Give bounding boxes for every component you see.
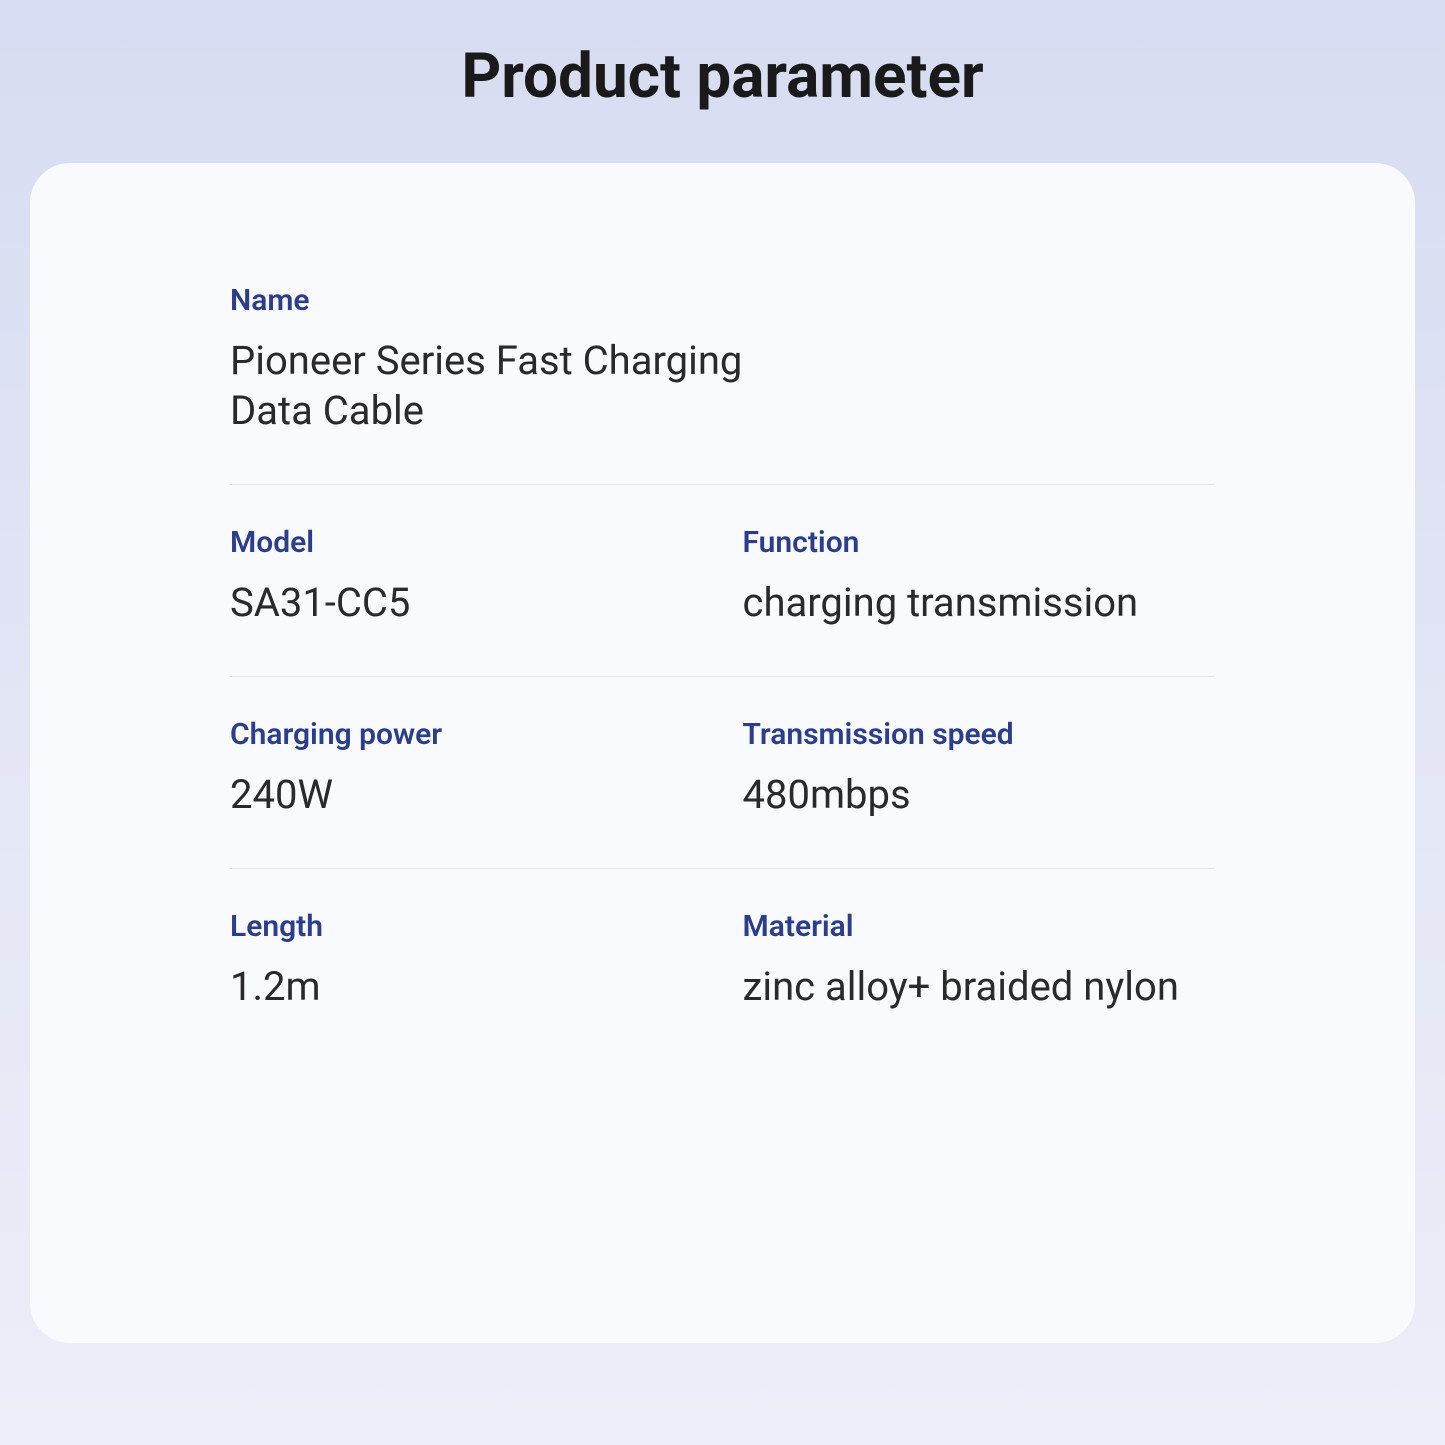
spec-card: Name Pioneer Series Fast Charging Data C… [30, 163, 1415, 1343]
label-name: Name [230, 283, 1215, 318]
value-model: SA31-CC5 [230, 578, 703, 628]
value-material: zinc alloy+ braided nylon [743, 962, 1216, 1012]
spec-row: Charging power 240W Transmission speed 4… [230, 717, 1215, 820]
value-charging-power: 240W [230, 770, 703, 820]
page-title: Product parameter [30, 40, 1415, 113]
field-model: Model SA31-CC5 [230, 525, 703, 628]
section-length-material: Length 1.2m Material zinc alloy+ braided… [230, 869, 1215, 1060]
section-model-function: Model SA31-CC5 Function charging transmi… [230, 485, 1215, 676]
label-model: Model [230, 525, 703, 560]
field-charging-power: Charging power 240W [230, 717, 703, 820]
label-transmission-speed: Transmission speed [743, 717, 1216, 752]
field-length: Length 1.2m [230, 909, 703, 1012]
field-material: Material zinc alloy+ braided nylon [743, 909, 1216, 1012]
field-transmission-speed: Transmission speed 480mbps [743, 717, 1216, 820]
field-function: Function charging transmission [743, 525, 1216, 628]
value-name: Pioneer Series Fast Charging Data Cable [230, 336, 810, 436]
label-material: Material [743, 909, 1216, 944]
field-name: Name Pioneer Series Fast Charging Data C… [230, 283, 1215, 436]
label-length: Length [230, 909, 703, 944]
spec-row: Model SA31-CC5 Function charging transmi… [230, 525, 1215, 628]
label-function: Function [743, 525, 1216, 560]
spec-row: Length 1.2m Material zinc alloy+ braided… [230, 909, 1215, 1012]
value-function: charging transmission [743, 578, 1216, 628]
label-charging-power: Charging power [230, 717, 703, 752]
value-length: 1.2m [230, 962, 703, 1012]
value-transmission-speed: 480mbps [743, 770, 1216, 820]
section-power-speed: Charging power 240W Transmission speed 4… [230, 677, 1215, 868]
section-name: Name Pioneer Series Fast Charging Data C… [230, 243, 1215, 484]
